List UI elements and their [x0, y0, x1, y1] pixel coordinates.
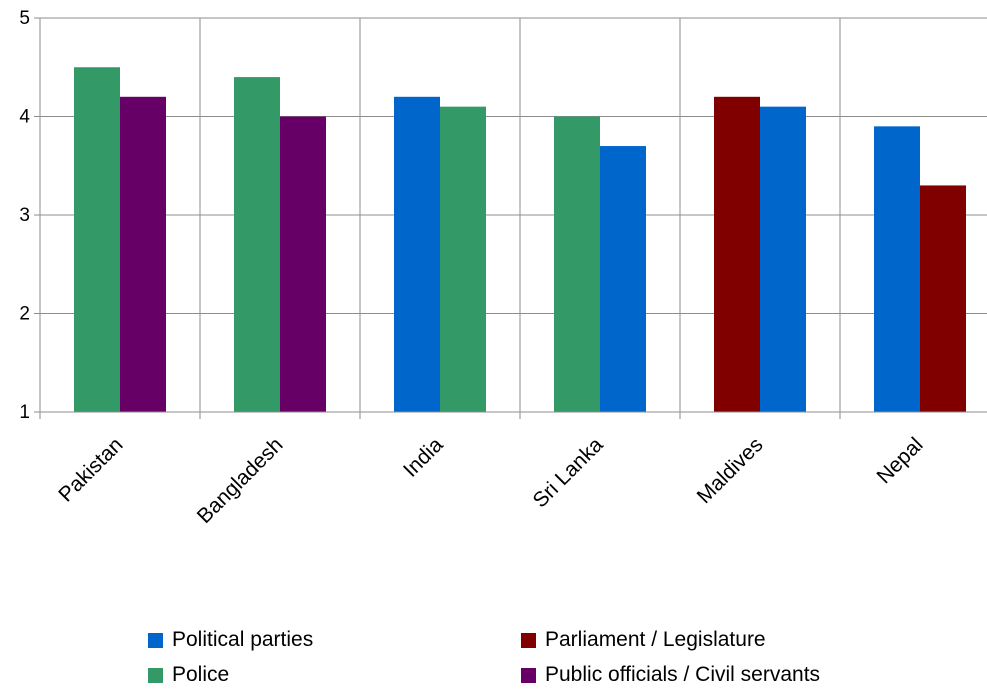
bar-india-political-parties: [394, 96, 440, 413]
legend-swatch: [148, 632, 163, 648]
bar-bangladesh-public-officials-civil-servants: [280, 116, 326, 412]
legend-swatch: [148, 667, 163, 683]
y-tick-label: 1: [19, 402, 30, 423]
y-tick-label: 4: [19, 107, 30, 128]
gridlines: [40, 17, 987, 412]
x-tick-label: Bangladesh: [193, 433, 288, 528]
y-tick-label: 2: [19, 304, 30, 325]
x-tick-label: Maldives: [693, 433, 768, 508]
y-axis-ticks: 1 2 3 4 5: [19, 8, 30, 423]
bar-pakistan-police: [74, 67, 120, 412]
axes: [34, 17, 987, 419]
x-tick-label: Sri Lanka: [529, 433, 608, 512]
legend-item-police: Police: [148, 660, 229, 690]
bar-nepal-political-parties: [874, 126, 920, 412]
legend-label: Parliament / Legislature: [545, 628, 766, 651]
legend-label: Political parties: [172, 628, 314, 651]
x-tick-label: India: [399, 433, 448, 482]
x-tick-label: Nepal: [872, 433, 927, 488]
legend-label: Public officials / Civil servants: [545, 663, 821, 686]
bar-maldives-political-parties: [760, 106, 806, 413]
x-tick-label: Pakistan: [54, 433, 127, 506]
x-axis-ticks: Pakistan Bangladesh India Sri Lanka Maldives…: [54, 433, 927, 528]
bars: [74, 67, 966, 413]
bar-sri-lanka-police: [554, 116, 600, 412]
bar-maldives-parliament-legislature: [714, 96, 760, 413]
bar-india-police: [440, 106, 486, 413]
bar-chart: 1 2 3 4 5 Pakistan Bangladesh India Sri Lanka Ma…: [19, 8, 987, 528]
bar-pakistan-public-officials-civil-servants: [120, 96, 166, 413]
legend-swatch: [521, 632, 536, 648]
bar-sri-lanka-political-parties: [600, 146, 646, 413]
bar-nepal-parliament-legislature: [920, 185, 966, 412]
legend-item-public-officials: Public officials / Civil servants: [521, 660, 820, 690]
legend-item-political-parties: Political parties: [148, 625, 313, 655]
legend: Political parties Parliament / Legislatu…: [0, 620, 987, 686]
bar-bangladesh-police: [234, 77, 280, 412]
legend-swatch: [521, 667, 536, 683]
legend-label: Police: [172, 663, 230, 686]
y-tick-label: 3: [19, 205, 30, 226]
legend-item-parliament-legislature: Parliament / Legislature: [521, 625, 766, 655]
y-tick-label: 5: [19, 8, 30, 29]
